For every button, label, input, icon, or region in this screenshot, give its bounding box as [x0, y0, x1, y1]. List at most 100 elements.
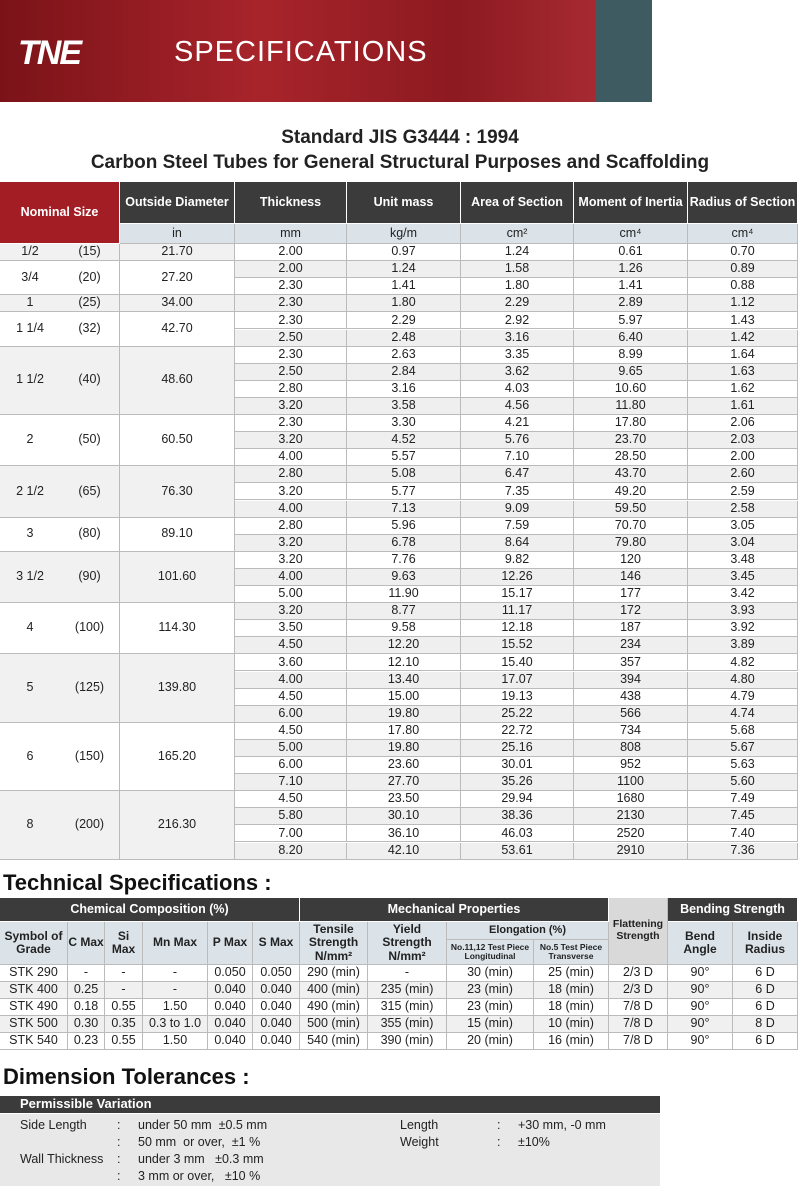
data-cell: 9.63	[347, 568, 461, 586]
column-header: Si Max	[105, 922, 143, 965]
data-cell: 808	[574, 739, 688, 757]
spec-cell: 18 (min)	[534, 999, 609, 1016]
spec-cell: 315 (min)	[368, 999, 447, 1016]
data-cell: 7.13	[347, 500, 461, 518]
spec-cell: 0.3 to 1.0	[143, 1016, 208, 1033]
data-cell: 17.80	[347, 722, 461, 740]
data-cell: 11.90	[347, 586, 461, 604]
tolerance-label: Weight	[400, 1135, 439, 1149]
spec-cell: 0.050	[253, 965, 300, 982]
data-cell: 3.93	[688, 603, 798, 621]
data-cell: 566	[574, 705, 688, 723]
data-cell: 5.97	[574, 312, 688, 330]
spec-cell: 0.040	[253, 1016, 300, 1033]
data-cell: 12.20	[347, 637, 461, 655]
data-cell: 2.50	[235, 363, 347, 381]
spec-cell: 235 (min)	[368, 982, 447, 999]
data-cell: 59.50	[574, 500, 688, 518]
column-header: Yield Strength N/mm²	[368, 922, 447, 965]
unit-cell: kg/m	[347, 224, 461, 244]
nominal-code: (32)	[60, 312, 120, 347]
data-cell: 4.00	[235, 449, 347, 467]
logo: TNE	[18, 34, 82, 72]
data-cell: 5.00	[235, 739, 347, 757]
outside-diameter: 114.30	[120, 603, 235, 655]
data-cell: 4.50	[235, 722, 347, 740]
data-cell: 1.12	[688, 295, 798, 313]
data-cell: 28.50	[574, 449, 688, 467]
data-cell: 2.03	[688, 432, 798, 450]
data-cell: 7.10	[235, 774, 347, 792]
data-cell: 46.03	[461, 825, 574, 843]
data-cell: 23.60	[347, 757, 461, 775]
outside-diameter: 21.70	[120, 244, 235, 262]
spec-cell: 0.55	[105, 999, 143, 1016]
data-cell: 1.61	[688, 397, 798, 415]
spec-cell: 7/8 D	[609, 1033, 668, 1050]
data-cell: 3.04	[688, 534, 798, 552]
header-cell: Thickness	[235, 182, 347, 224]
column-header: Tensile Strength N/mm²	[300, 922, 368, 965]
spec-cell: -	[105, 982, 143, 999]
data-cell: 8.99	[574, 346, 688, 364]
spec-cell: 0.040	[253, 1033, 300, 1050]
data-cell: 5.00	[235, 586, 347, 604]
data-cell: 5.60	[688, 774, 798, 792]
banner-title: SPECIFICATIONS	[174, 36, 428, 68]
data-cell: 177	[574, 586, 688, 604]
spec-cell: STK 540	[0, 1033, 68, 1050]
header-cell: Unit mass	[347, 182, 461, 224]
data-cell: 1.41	[574, 278, 688, 296]
data-cell: 357	[574, 654, 688, 672]
elongation-header: Elongation (%)	[447, 922, 609, 940]
data-cell: 7.00	[235, 825, 347, 843]
data-cell: 8.77	[347, 603, 461, 621]
data-cell: 2130	[574, 808, 688, 826]
data-cell: 3.58	[347, 397, 461, 415]
data-cell: 15.40	[461, 654, 574, 672]
data-cell: 23.50	[347, 791, 461, 809]
data-cell: 2.80	[235, 380, 347, 398]
data-cell: 1.62	[688, 380, 798, 398]
data-cell: 4.00	[235, 500, 347, 518]
spec-cell: 90°	[668, 999, 733, 1016]
spec-cell: 0.040	[208, 999, 253, 1016]
nominal-code: (20)	[60, 261, 120, 296]
column-header: No.11,12 Test Piece Longitudinal	[447, 940, 534, 965]
data-cell: 4.79	[688, 688, 798, 706]
nominal-code: (80)	[60, 517, 120, 552]
data-cell: 15.52	[461, 637, 574, 655]
data-cell: 4.74	[688, 705, 798, 723]
data-cell: 9.58	[347, 620, 461, 638]
spec-cell: STK 490	[0, 999, 68, 1016]
data-cell: 3.16	[461, 329, 574, 347]
data-cell: 4.50	[235, 791, 347, 809]
data-cell: 12.10	[347, 654, 461, 672]
data-cell: 734	[574, 722, 688, 740]
header-cell: Radius of Section	[688, 182, 798, 224]
data-cell: 7.10	[461, 449, 574, 467]
nominal-code: (25)	[60, 295, 120, 313]
outside-diameter: 165.20	[120, 722, 235, 792]
separator: :	[117, 1169, 121, 1183]
data-cell: 7.59	[461, 517, 574, 535]
data-cell: 1.24	[461, 244, 574, 262]
spec-cell: -	[143, 982, 208, 999]
unit-cell: cm⁴	[574, 224, 688, 244]
tolerance-title: Dimension Tolerances :	[3, 1064, 250, 1089]
data-cell: 7.40	[688, 825, 798, 843]
data-cell: 2.30	[235, 278, 347, 296]
outside-diameter: 48.60	[120, 346, 235, 415]
column-header: C Max	[68, 922, 105, 965]
data-cell: 1.42	[688, 329, 798, 347]
data-cell: 2.00	[235, 261, 347, 279]
spec-cell: 6 D	[733, 999, 798, 1016]
data-cell: 2.30	[235, 312, 347, 330]
nominal-size: 1 1/4	[0, 312, 60, 347]
data-cell: 0.70	[688, 244, 798, 262]
data-cell: 2.30	[235, 295, 347, 313]
spec-cell: -	[68, 965, 105, 982]
data-cell: 19.80	[347, 705, 461, 723]
tolerance-value: under 50 mm ±0.5 mm	[138, 1118, 268, 1132]
data-cell: 25.16	[461, 739, 574, 757]
